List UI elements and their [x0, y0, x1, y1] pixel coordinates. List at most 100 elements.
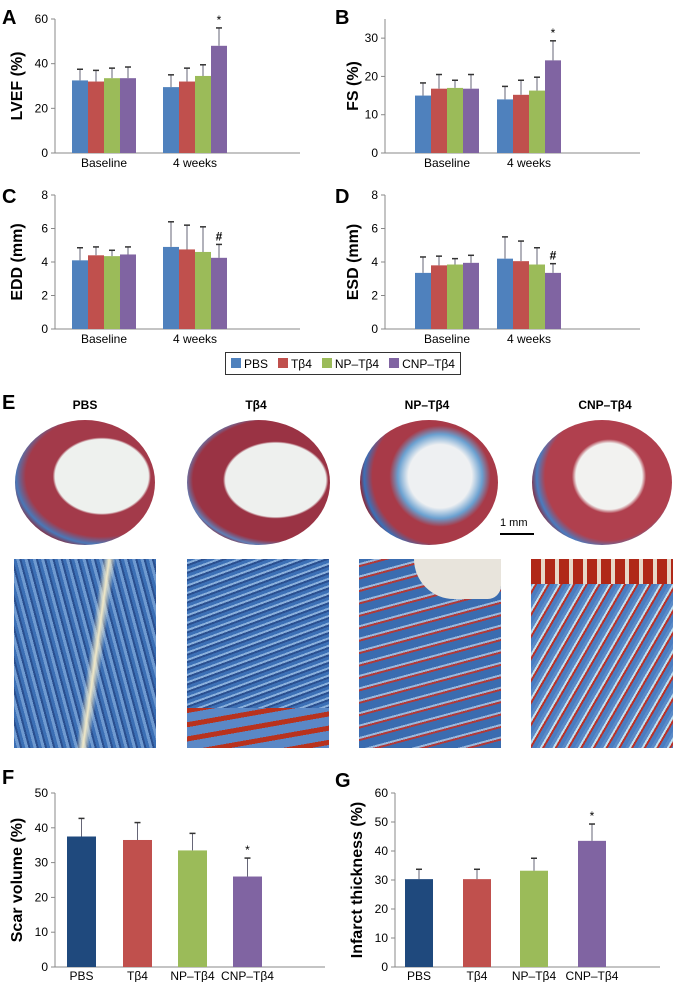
y-tick-label: 20: [375, 902, 389, 916]
x-category-label: 4 weeks: [507, 156, 551, 170]
bar: [463, 879, 491, 967]
bar: [513, 261, 529, 329]
legend-item-pbs: PBS: [230, 356, 268, 371]
y-axis-title: LVEF (%): [9, 51, 26, 120]
histology-cnp-tb4: [531, 559, 673, 748]
y-tick-label: 6: [371, 222, 378, 236]
y-tick-label: 0: [41, 146, 48, 160]
y-tick-label: 50: [375, 815, 389, 829]
histology-np-tb4: [359, 559, 501, 748]
heart-section-pbs: [15, 420, 155, 545]
bar: [104, 78, 120, 153]
bar: [431, 88, 447, 153]
y-tick-label: 20: [35, 890, 49, 904]
histology-pbs: [14, 559, 156, 748]
bar: [447, 264, 463, 329]
legend-label: PBS: [243, 356, 268, 371]
y-tick-label: 30: [375, 873, 389, 887]
heading-pbs: PBS: [72, 398, 98, 412]
heading-np-tb4: NP–Tβ4: [404, 398, 450, 412]
y-axis-title: Scar volume (%): [9, 818, 26, 942]
heart-section-cnp-tb4: [532, 420, 672, 545]
y-tick-label: 30: [365, 31, 379, 45]
bar: [415, 95, 431, 153]
legend-label: Tβ4: [290, 356, 312, 371]
bar: [120, 254, 136, 329]
bar: [545, 272, 561, 329]
y-axis-title: Infarct thickness (%): [349, 802, 366, 958]
significance-marker: #: [216, 229, 223, 243]
heading-cnp-tb4: CNP–Tβ4: [578, 398, 632, 412]
bar: [497, 258, 513, 329]
bar: [72, 260, 88, 329]
bar: [88, 81, 104, 153]
panel-e-label: E: [2, 392, 16, 414]
bar: [415, 272, 431, 329]
y-tick-label: 2: [41, 289, 48, 303]
y-tick-label: 0: [41, 322, 48, 336]
x-category-label: Baseline: [424, 332, 470, 346]
bar: [405, 879, 433, 967]
x-category-label: CNP–Tβ4: [221, 969, 274, 982]
bar: [520, 870, 548, 967]
x-category-label: Baseline: [424, 156, 470, 170]
panel-label: C: [2, 186, 16, 208]
legend-swatch: [277, 357, 288, 368]
bar: [513, 94, 529, 153]
bar: [195, 251, 211, 329]
bar: [211, 45, 227, 153]
y-tick-label: 0: [381, 960, 388, 974]
x-category-label: Baseline: [81, 156, 127, 170]
heart-section-tb4: [187, 420, 330, 545]
bar: [179, 81, 195, 153]
y-tick-label: 2: [371, 289, 378, 303]
bar: [431, 265, 447, 329]
panel-label: A: [2, 7, 16, 29]
bar: [195, 75, 211, 153]
y-tick-label: 50: [35, 786, 49, 800]
heart-section-np-tb4: [360, 420, 498, 545]
panel-label: D: [335, 186, 349, 208]
bar: [211, 257, 227, 329]
bar: [545, 60, 561, 153]
y-tick-label: 10: [365, 108, 379, 122]
bar: [179, 249, 195, 329]
bar: [120, 78, 136, 153]
bar: [463, 88, 479, 153]
significance-marker: #: [550, 249, 557, 263]
y-tick-label: 60: [35, 12, 49, 26]
panel-label: B: [335, 7, 349, 29]
bar: [178, 850, 207, 967]
histology-tb4: [187, 559, 329, 748]
y-tick-label: 4: [41, 255, 48, 269]
bar: [72, 80, 88, 153]
bar: [88, 255, 104, 329]
significance-marker: *: [590, 809, 595, 823]
y-tick-label: 0: [371, 146, 378, 160]
y-tick-label: 6: [41, 222, 48, 236]
legend: PBS Tβ4 NP–Tβ4 CNP–Tβ4: [225, 352, 461, 375]
bar: [163, 246, 179, 329]
bar: [529, 264, 545, 329]
y-tick-label: 20: [35, 101, 49, 115]
bar: [163, 87, 179, 153]
scale-bar: [500, 533, 534, 535]
bar: [233, 876, 262, 967]
y-tick-label: 8: [41, 188, 48, 202]
y-tick-label: 30: [35, 856, 49, 870]
bar: [578, 840, 606, 967]
y-axis-title: ESD (mm): [345, 224, 362, 300]
x-category-label: 4 weeks: [173, 156, 217, 170]
legend-item-np-tb4: NP–Tβ4: [321, 357, 379, 371]
y-tick-label: 8: [371, 188, 378, 202]
x-category-label: NP–Tβ4: [170, 969, 215, 982]
y-axis-title: FS (%): [345, 61, 362, 111]
legend-swatch: [389, 357, 400, 368]
x-category-label: 4 weeks: [507, 332, 551, 346]
significance-marker: *: [245, 843, 250, 857]
bar: [497, 99, 513, 153]
x-category-label: PBS: [69, 969, 93, 982]
legend-label: CNP–Tβ4: [402, 356, 455, 371]
